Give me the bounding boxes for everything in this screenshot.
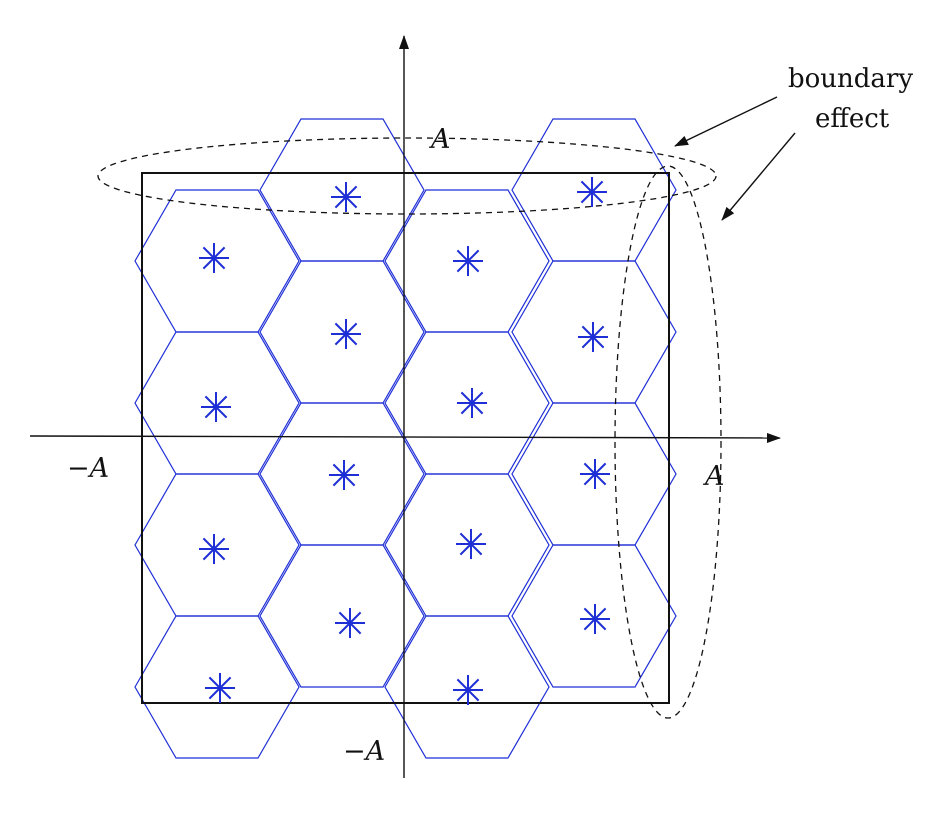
label-neg-a-bottom: −A [343,736,385,767]
annotation-arrow-top [674,96,778,147]
cell-centers [199,177,610,705]
center-asterisk-icon [329,460,359,490]
annotation-effect: effect [815,104,890,134]
center-asterisk-icon [201,392,231,422]
hexagon-cell [384,615,550,759]
hexagon-cell [511,544,677,688]
center-asterisk-icon [578,322,608,352]
center-asterisk-icon [205,673,235,703]
center-asterisk-icon [199,243,229,273]
center-asterisk-icon [457,388,487,418]
hexagon-cell [259,118,425,262]
center-asterisk-icon [453,675,483,705]
hexagon-cell [259,260,425,404]
center-asterisk-icon [331,182,361,212]
center-asterisk-icon [580,459,610,489]
x-axis [29,432,781,443]
center-asterisk-icon [331,319,361,349]
hexagon-cell [134,615,300,759]
boundary-ellipse-top [97,137,717,215]
center-asterisk-icon [199,534,229,564]
center-asterisk-icon [580,604,610,634]
label-neg-a-left: −A [67,453,109,484]
label-a-right: A [702,461,725,492]
center-asterisk-icon [335,608,365,638]
annotation-arrow-right [721,132,796,221]
annotation-boundary: boundary [788,64,913,94]
boundary-ellipse-right [614,165,722,719]
center-asterisk-icon [456,529,486,559]
hexagon-cells [134,118,677,759]
hexagon-cell [259,544,425,688]
label-a-top: A [428,124,451,155]
center-asterisk-icon [577,177,607,207]
center-asterisk-icon [453,246,483,276]
